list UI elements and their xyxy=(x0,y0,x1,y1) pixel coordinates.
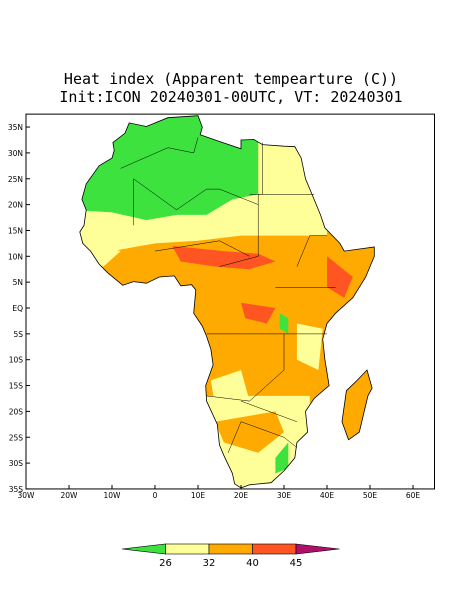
coastline xyxy=(79,115,375,489)
lon-tick-label: 10E xyxy=(191,491,206,500)
lat-tick-label: 5S xyxy=(13,330,23,339)
colorbar-high xyxy=(295,543,340,555)
lat-tick-label: 5N xyxy=(13,278,23,287)
colorbar-box xyxy=(208,543,253,555)
colorbar-label: 32 xyxy=(203,558,216,569)
lon-tick-label: 0 xyxy=(153,491,158,500)
lat-tick-label: 15N xyxy=(8,226,23,235)
lon-tick-label: 10W xyxy=(104,491,122,500)
lon-tick-label: 50E xyxy=(363,491,378,500)
lat-tick-label: 20S xyxy=(9,407,24,416)
border xyxy=(154,240,250,257)
field-region xyxy=(241,302,276,324)
border xyxy=(219,204,259,267)
border xyxy=(206,333,285,402)
lat-tick-label: 35N xyxy=(8,123,23,132)
map-frame xyxy=(25,113,435,490)
lon-tick-label: 60E xyxy=(406,491,421,500)
title: Heat index (Apparent tempearture (C)) xyxy=(64,70,398,88)
lat-tick-label: 35S xyxy=(9,485,24,494)
border xyxy=(240,400,297,422)
lat-tick-label: 30N xyxy=(8,149,23,158)
lat-tick-label: 30S xyxy=(9,459,24,468)
field-region xyxy=(172,246,276,270)
lat-tick-label: 10N xyxy=(8,252,23,261)
lon-tick-label: 30W xyxy=(18,491,36,500)
lat-tick-label: 20N xyxy=(8,201,23,210)
border xyxy=(227,421,298,453)
field-region xyxy=(210,370,250,407)
field-region xyxy=(275,442,289,474)
lat-tick-label: 10S xyxy=(9,356,24,365)
lon-tick-label: 30E xyxy=(277,491,292,500)
border xyxy=(120,137,199,169)
lon-tick-label: 20E xyxy=(234,491,249,500)
colorbar-box xyxy=(165,543,210,555)
border xyxy=(296,235,327,267)
lon-tick-label: 40E xyxy=(320,491,335,500)
lon-tick-label: 20W xyxy=(61,491,79,500)
colorbar-label: 45 xyxy=(290,558,303,569)
lat-tick-label: 15S xyxy=(9,382,24,391)
map: 35N 30N 25N 20N 15N 10N 5N EQ 5S 10S 15S 20S 25S 30S 3… xyxy=(8,113,435,500)
madagascar xyxy=(341,369,373,441)
colorbar-label: 26 xyxy=(159,558,172,569)
field-region xyxy=(296,323,323,370)
colorbar-label: 40 xyxy=(246,558,259,569)
lat-tick-label: EQ xyxy=(12,304,23,313)
lat-tick-label: 25N xyxy=(8,175,23,184)
lat-tick-label: 25S xyxy=(9,433,24,442)
colorbar-low xyxy=(121,543,166,555)
subtitle: Init:ICON 20240301-00UTC, VT: 20240301 xyxy=(59,88,402,106)
colorbar-box xyxy=(252,543,297,555)
field-region xyxy=(279,313,289,334)
